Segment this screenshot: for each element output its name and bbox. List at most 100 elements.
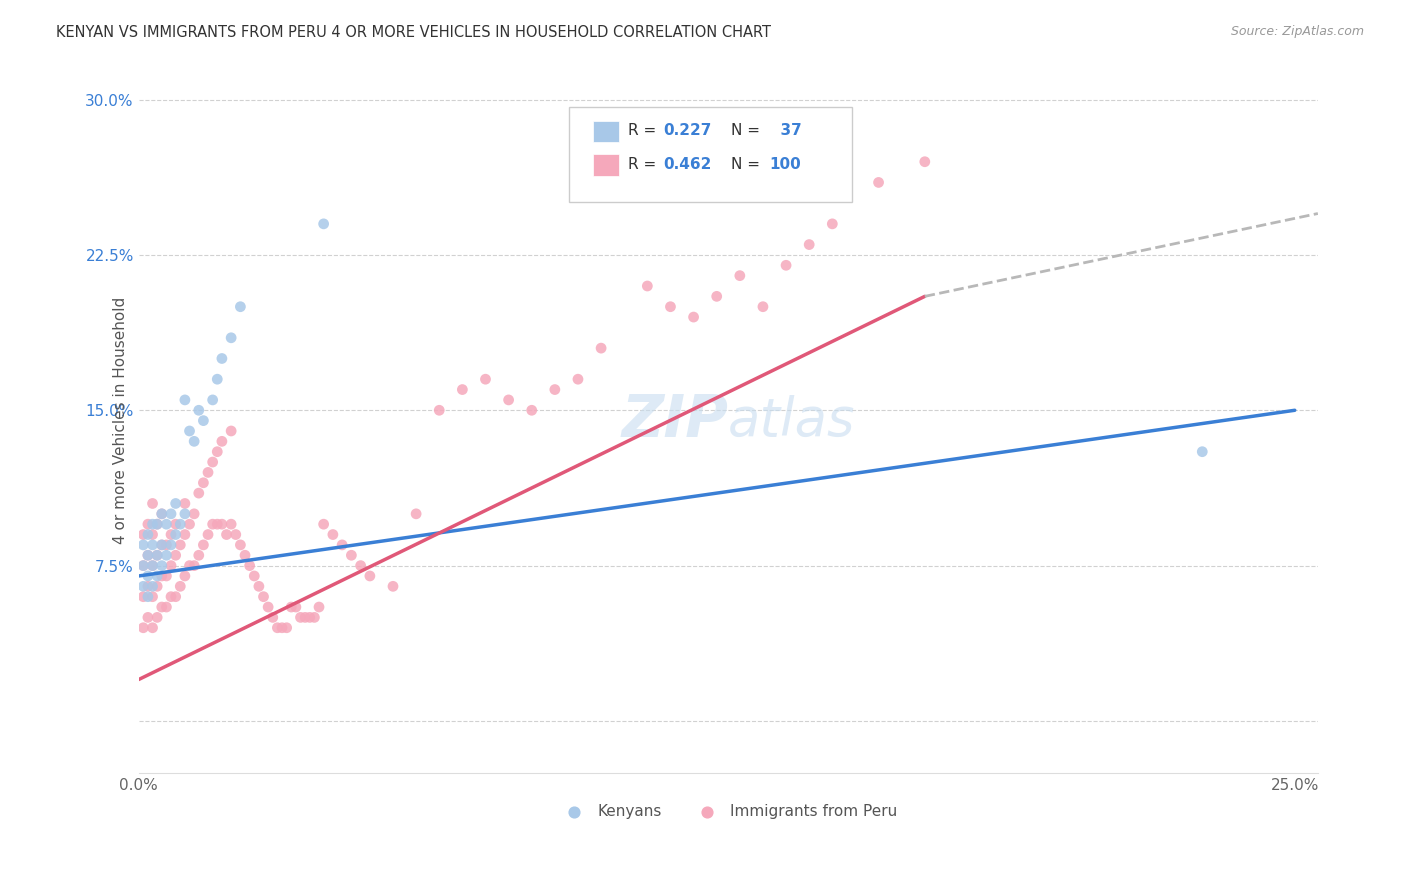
Point xyxy=(591,341,613,355)
Point xyxy=(520,403,543,417)
Point xyxy=(298,610,321,624)
Point xyxy=(201,455,224,469)
Point xyxy=(247,579,270,593)
Point xyxy=(1191,444,1213,458)
Point xyxy=(141,590,163,604)
Legend: Kenyans, Immigrants from Peru: Kenyans, Immigrants from Peru xyxy=(553,797,904,825)
Point xyxy=(567,372,589,386)
Point xyxy=(141,538,163,552)
Point xyxy=(155,569,177,583)
Point xyxy=(136,590,159,604)
Point xyxy=(150,507,173,521)
Point xyxy=(799,237,821,252)
Point xyxy=(174,527,197,541)
Point xyxy=(141,527,163,541)
Point xyxy=(868,176,890,190)
Point xyxy=(179,558,201,573)
Point xyxy=(187,548,209,562)
Point xyxy=(160,507,183,521)
Point xyxy=(160,527,183,541)
Point xyxy=(132,590,155,604)
Text: N =: N = xyxy=(731,123,759,138)
Point xyxy=(150,538,173,552)
Point xyxy=(201,392,224,407)
Point xyxy=(132,527,155,541)
Text: atlas: atlas xyxy=(728,394,856,447)
Point xyxy=(201,517,224,532)
Point xyxy=(136,548,159,562)
Point xyxy=(146,517,169,532)
Point xyxy=(146,517,169,532)
Point xyxy=(155,517,177,532)
Point xyxy=(211,517,233,532)
Point xyxy=(174,392,197,407)
Point xyxy=(229,538,252,552)
Point xyxy=(359,569,381,583)
Point xyxy=(752,300,775,314)
Text: 37: 37 xyxy=(769,123,801,138)
Text: ZIP: ZIP xyxy=(621,392,728,450)
Point xyxy=(775,258,797,272)
Point xyxy=(183,507,205,521)
Text: 100: 100 xyxy=(769,158,801,172)
Point xyxy=(174,496,197,510)
Point xyxy=(165,527,187,541)
Point xyxy=(187,486,209,500)
Point xyxy=(136,569,159,583)
Point xyxy=(132,558,155,573)
Point xyxy=(141,558,163,573)
Text: R =: R = xyxy=(628,158,661,172)
Point xyxy=(141,517,163,532)
Point xyxy=(682,310,704,324)
Point xyxy=(179,517,201,532)
Point xyxy=(706,289,728,303)
Point xyxy=(349,558,371,573)
Point xyxy=(451,383,474,397)
Point xyxy=(193,414,215,428)
Point xyxy=(219,517,242,532)
Point xyxy=(160,590,183,604)
Point xyxy=(155,600,177,615)
Point xyxy=(132,558,155,573)
Point xyxy=(659,300,682,314)
Point xyxy=(211,434,233,449)
Point xyxy=(174,507,197,521)
Point xyxy=(474,372,496,386)
Point xyxy=(146,569,169,583)
FancyBboxPatch shape xyxy=(593,154,619,176)
Text: KENYAN VS IMMIGRANTS FROM PERU 4 OR MORE VEHICLES IN HOUSEHOLD CORRELATION CHART: KENYAN VS IMMIGRANTS FROM PERU 4 OR MORE… xyxy=(56,25,772,40)
Point xyxy=(183,434,205,449)
Point xyxy=(257,600,280,615)
Point xyxy=(165,517,187,532)
Point xyxy=(136,527,159,541)
Point xyxy=(207,517,229,532)
Point xyxy=(427,403,450,417)
Point xyxy=(150,600,173,615)
Point xyxy=(330,538,353,552)
FancyBboxPatch shape xyxy=(569,107,852,202)
Point xyxy=(193,538,215,552)
Text: R =: R = xyxy=(628,123,661,138)
Point xyxy=(382,579,405,593)
Text: 0.227: 0.227 xyxy=(664,123,711,138)
Point xyxy=(262,610,284,624)
Y-axis label: 4 or more Vehicles in Household: 4 or more Vehicles in Household xyxy=(112,297,128,544)
Point xyxy=(132,621,155,635)
Point xyxy=(225,527,247,541)
Point xyxy=(219,424,242,438)
Point xyxy=(141,496,163,510)
Point xyxy=(544,383,567,397)
Point xyxy=(197,527,219,541)
Point xyxy=(207,444,229,458)
Point xyxy=(312,517,335,532)
Point xyxy=(207,372,229,386)
Point xyxy=(233,548,256,562)
Point xyxy=(155,538,177,552)
Text: Source: ZipAtlas.com: Source: ZipAtlas.com xyxy=(1230,25,1364,38)
Point xyxy=(187,403,209,417)
Point xyxy=(136,517,159,532)
Text: N =: N = xyxy=(731,158,759,172)
Point xyxy=(160,558,183,573)
Point xyxy=(141,558,163,573)
Point xyxy=(183,558,205,573)
